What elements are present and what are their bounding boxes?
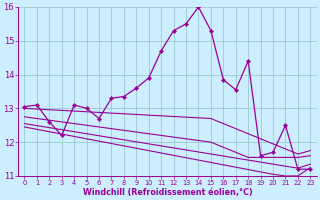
X-axis label: Windchill (Refroidissement éolien,°C): Windchill (Refroidissement éolien,°C) [83, 188, 252, 197]
